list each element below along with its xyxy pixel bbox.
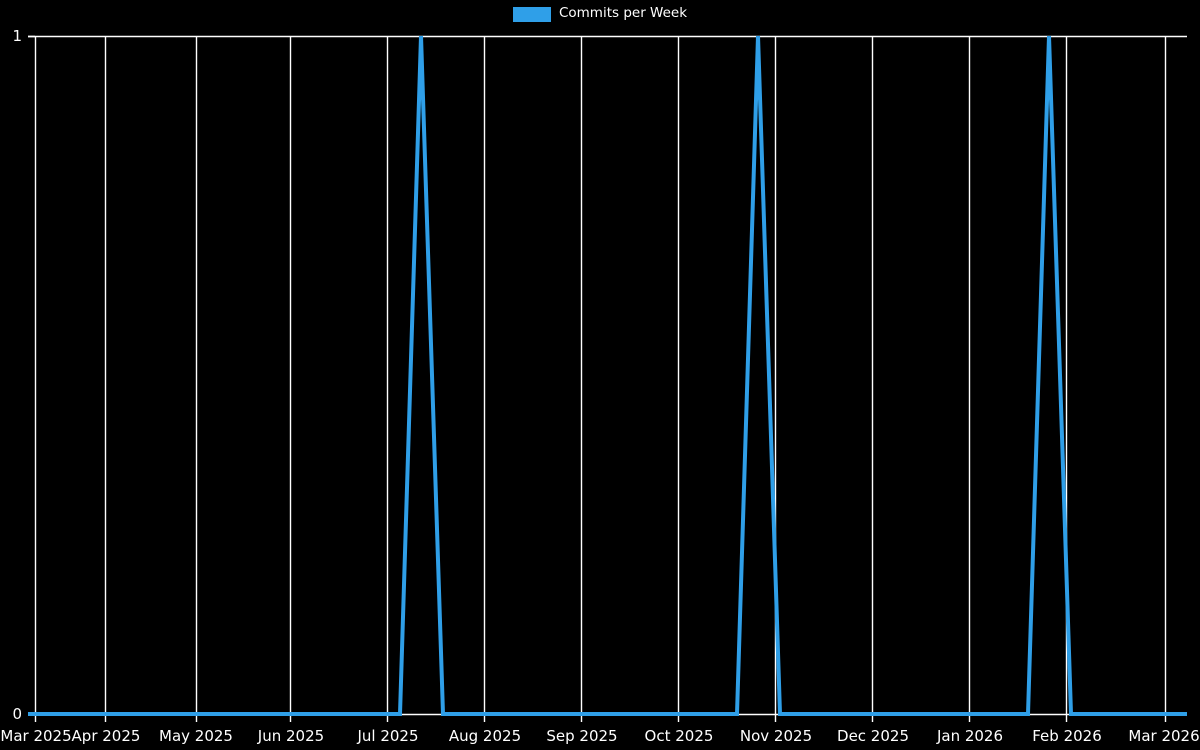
x-tick-label-mar-2025: Mar 2025 (0, 727, 72, 745)
x-tick-label-sep-2025: Sep 2025 (546, 727, 618, 745)
x-tick-label-jan-2026: Jan 2026 (936, 727, 1004, 745)
y-axis-ticks (28, 35, 35, 716)
y-tick-label-0: 0 (12, 705, 22, 723)
x-tick-label-oct-2025: Oct 2025 (644, 727, 714, 745)
y-tick-label-1: 1 (12, 27, 22, 45)
x-tick-label-mar-2026: Mar 2026 (1128, 727, 1200, 745)
vertical-gridlines (34, 36, 1167, 722)
x-tick-label-nov-2025: Nov 2025 (739, 727, 813, 745)
horizontal-gridlines (28, 35, 1187, 716)
x-tick-label-aug-2025: Aug 2025 (448, 727, 522, 745)
chart-legend: Commits per Week (0, 0, 1200, 28)
x-tick-label-feb-2026: Feb 2026 (1032, 727, 1102, 745)
x-tick-label-jul-2025: Jul 2025 (357, 727, 419, 745)
legend-label-commits-per-week: Commits per Week (558, 5, 688, 22)
x-tick-label-dec-2025: Dec 2025 (837, 727, 909, 745)
x-tick-label-jun-2025: Jun 2025 (257, 727, 325, 745)
legend-swatch-commits-per-week (512, 6, 551, 22)
x-tick-label-apr-2025: Apr 2025 (71, 727, 141, 745)
x-tick-label-may-2025: May 2025 (159, 727, 233, 745)
series-line-commits-per-week (28, 35, 1187, 716)
